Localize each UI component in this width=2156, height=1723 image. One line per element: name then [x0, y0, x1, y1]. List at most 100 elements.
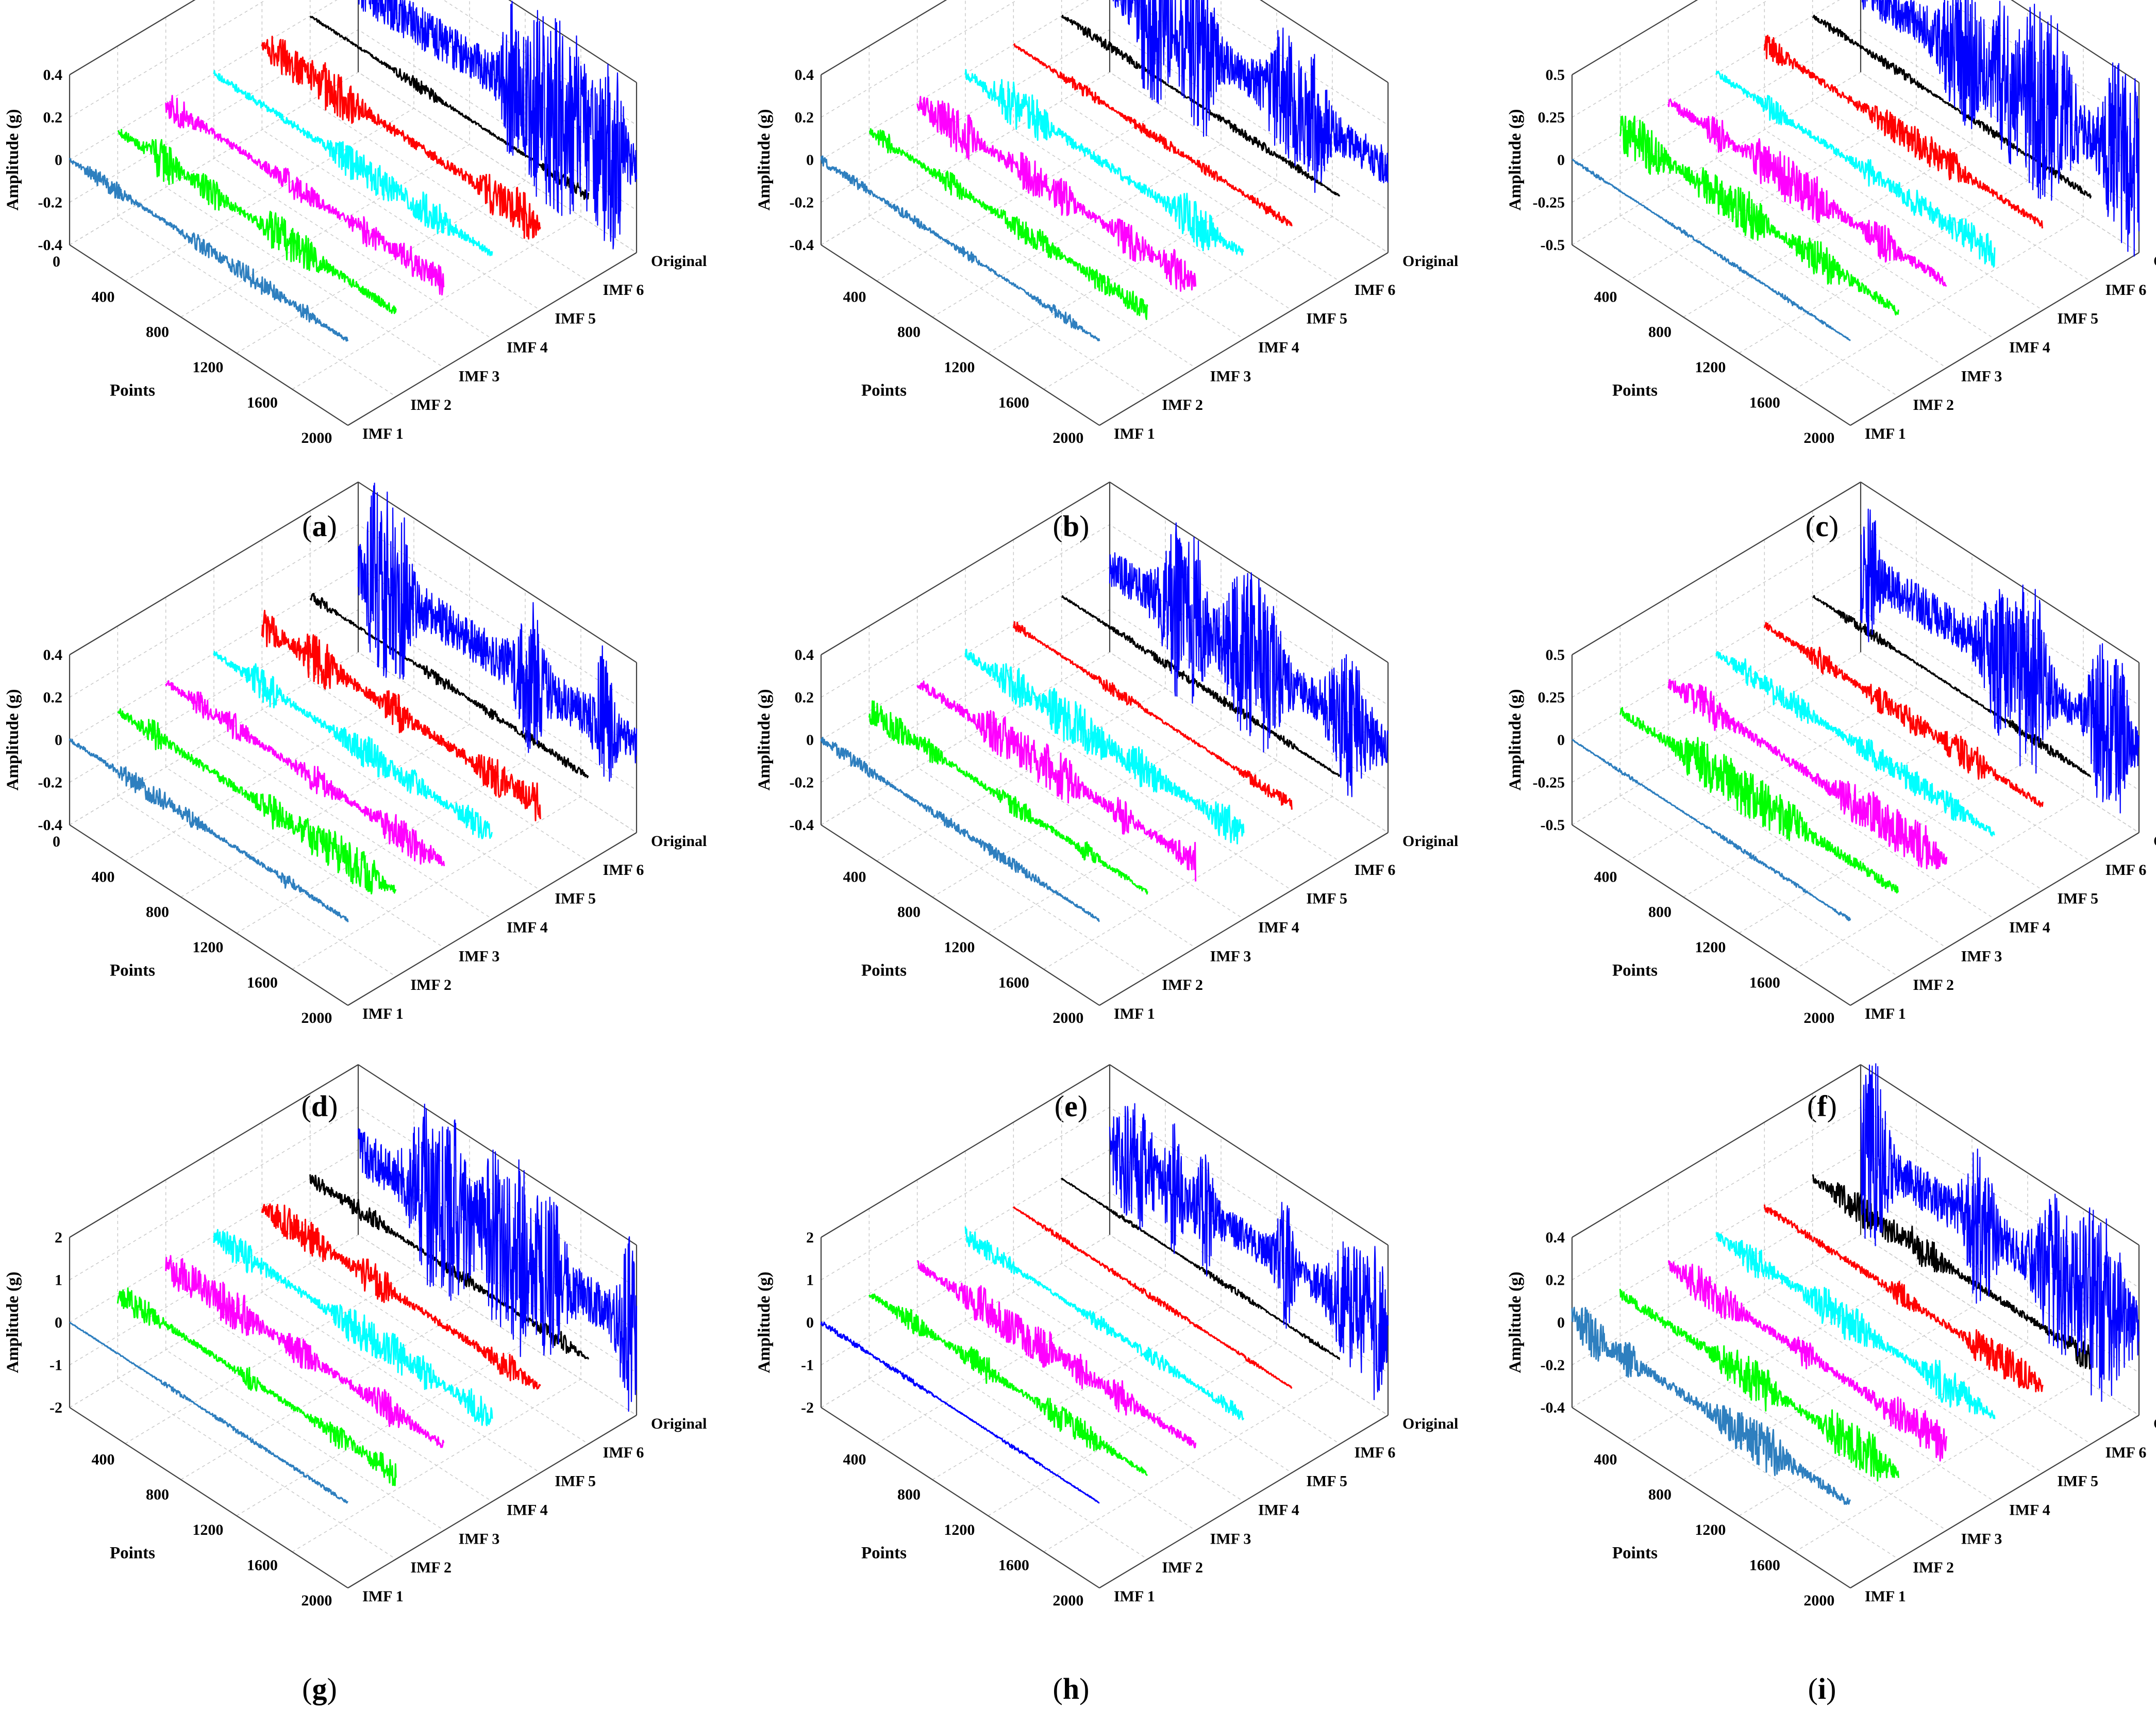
series-trace-imf-6	[1812, 1174, 2092, 1370]
series-trace-imf-4	[213, 1229, 493, 1427]
x-tick-label: 2000	[301, 1592, 332, 1609]
x-tick-label: 1200	[1695, 939, 1726, 956]
series-trace-imf-4	[964, 69, 1244, 256]
series-label: IMF 3	[459, 368, 500, 385]
grid-line-x	[1739, 590, 2028, 934]
grid-line-series	[1061, 0, 1341, 282]
z-tick-label: 0	[806, 1314, 814, 1331]
series-trace-imf-5	[261, 1203, 541, 1390]
x-tick-label: 1200	[192, 939, 223, 956]
series-trace-imf-3	[165, 95, 445, 296]
series-label: IMF 5	[555, 1473, 596, 1490]
panel-caption: (c)	[1806, 509, 1839, 543]
series-trace-imf-1	[820, 737, 1100, 922]
z-tick-label: -0.4	[790, 817, 814, 834]
panel-caption-letter: d	[311, 1089, 328, 1123]
series-trace-imf-5	[1763, 622, 2044, 808]
x-tick-label: 400	[1594, 288, 1617, 305]
z-tick-label: -0.25	[1533, 194, 1565, 211]
series-label: IMF 1	[1865, 1005, 1906, 1022]
axis-frame-edge	[1850, 1415, 2140, 1588]
y-axis-label: Amplitude (g)	[4, 109, 22, 210]
x-tick-label: 800	[146, 324, 169, 341]
series-label: IMF 4	[1258, 339, 1299, 356]
z-tick-label: 0.25	[1538, 109, 1565, 126]
x-tick-label: 400	[1594, 868, 1617, 885]
grid-line-series	[1667, 17, 1947, 368]
x-tick-label: 1600	[1749, 1556, 1780, 1573]
series-trace-imf-1	[820, 1321, 1100, 1504]
x-tick-label: 1200	[1695, 1521, 1726, 1538]
grid-line-series	[965, 1151, 1244, 1502]
y-axis-label: Amplitude (g)	[4, 689, 22, 790]
series-label: Original	[651, 833, 707, 850]
chart-panel-f: -0.5 -0.25 0 0.25 0.5 Amplitude (g) 400 800 1200…	[1506, 482, 2156, 1123]
x-tick-label: 0	[53, 253, 60, 270]
x-tick-label: 1600	[998, 394, 1029, 411]
x-tick-label: 800	[1648, 904, 1672, 921]
x-tick-label: 1200	[192, 1521, 223, 1538]
z-tick-label: 0	[1557, 732, 1565, 749]
axis-frame-edge	[1850, 252, 2140, 426]
grid-line-z	[821, 482, 1389, 663]
series-trace-imf-2	[1619, 115, 1899, 316]
series-label: IMF 5	[2057, 890, 2098, 907]
series-trace-imf-5	[1012, 621, 1293, 810]
x-tick-label: 1200	[944, 1521, 975, 1538]
panel-caption-letter: a	[312, 509, 327, 543]
series-trace-imf-2	[1619, 1288, 1899, 1482]
grid-line-z	[821, 1064, 1389, 1246]
x-tick-label: 400	[91, 288, 114, 305]
axis-frame-edge	[508, 0, 637, 83]
panel-caption-letter: b	[1063, 509, 1079, 543]
x-tick-label: 400	[1594, 1451, 1617, 1468]
axis-frame-edge	[1260, 0, 1389, 83]
series-label: IMF 5	[2057, 1473, 2098, 1490]
z-tick-label: 0.5	[1546, 67, 1565, 84]
grid-line-series	[965, 0, 1244, 340]
grid-line-z	[1572, 0, 2140, 126]
series-label: IMF 4	[2009, 919, 2050, 936]
grid-line-x	[180, 1137, 470, 1480]
series-trace-imf-6	[1061, 1178, 1341, 1360]
series-trace-imf-6	[309, 15, 590, 200]
axis-frame-edge	[69, 244, 348, 426]
grid-line-series	[261, 0, 541, 311]
grid-line-z	[69, 482, 637, 663]
series-trace-imf-3	[1667, 678, 1948, 870]
series-label: IMF 1	[1865, 425, 1906, 442]
axis-frame-edge	[1109, 1064, 1389, 1246]
axis-frame-edge	[1860, 1064, 2140, 1246]
x-tick-label: 1200	[944, 939, 975, 956]
grid-line-x	[1683, 554, 1973, 898]
z-tick-label: -0.2	[790, 194, 814, 211]
grid-line-z	[1572, 482, 2140, 663]
series-label: IMF 2	[1913, 396, 1954, 413]
x-axis-label: Points	[1612, 1544, 1658, 1563]
z-tick-label: 0.25	[1538, 689, 1565, 706]
x-tick-label: 400	[91, 868, 114, 885]
grid-line-series	[1667, 1180, 1947, 1531]
grid-line-x	[932, 1137, 1222, 1480]
series-label: IMF 5	[555, 890, 596, 907]
z-tick-label: 0	[55, 732, 62, 749]
x-tick-label: 400	[843, 868, 866, 885]
axis-frame-edge	[1572, 244, 1851, 426]
series-trace-imf-6	[1061, 14, 1341, 197]
series-trace-imf-1	[1572, 739, 1851, 921]
series-trace-imf-2	[117, 128, 397, 314]
series-label: IMF 5	[2057, 310, 2098, 327]
x-tick-label: 800	[146, 904, 169, 921]
grid-line-series	[309, 1093, 589, 1445]
z-tick-label: -0.2	[38, 194, 63, 211]
z-tick-label: 0.4	[795, 67, 814, 84]
x-tick-label: 800	[146, 1486, 169, 1503]
z-tick-label: 0.2	[795, 109, 814, 126]
grid-line-z	[821, 1191, 1389, 1373]
grid-line-series	[1061, 1093, 1341, 1445]
panel-caption: (d)	[302, 1089, 338, 1123]
axis-frame-edge	[821, 244, 1100, 426]
series-label: IMF 2	[1913, 976, 1954, 993]
series-trace-imf-4	[1715, 1232, 1996, 1419]
series-label: IMF 6	[2105, 281, 2147, 299]
